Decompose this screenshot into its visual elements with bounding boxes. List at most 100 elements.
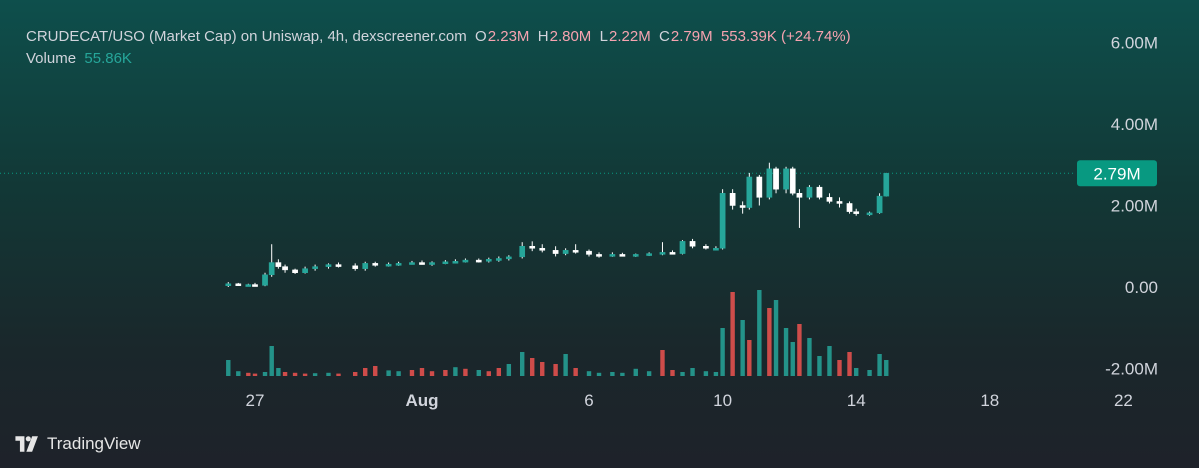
- x-tick-label-2: 6: [584, 391, 593, 410]
- candle-0: [225, 282, 232, 287]
- candle-58: [826, 193, 833, 204]
- candle-52: [773, 166, 779, 194]
- volume-bar-11: [326, 372, 331, 376]
- candle-56: [806, 185, 813, 200]
- volume-bar-16: [386, 370, 391, 376]
- change-value: 553.39K (+24.74%): [720, 28, 851, 45]
- candle-30: [539, 244, 546, 253]
- volume-bar-17: [396, 371, 401, 376]
- volume-bar-18: [409, 370, 415, 376]
- candle-55: [796, 189, 803, 228]
- candle-22: [452, 259, 459, 264]
- candle-12: [335, 262, 342, 268]
- volume-bar-7: [282, 372, 288, 376]
- volume-bar-15: [373, 366, 378, 376]
- candle-2: [245, 283, 252, 287]
- volume-bar-25: [486, 371, 491, 376]
- volume-bar-8: [292, 372, 298, 376]
- y-tick-label-3: 0.00: [1125, 278, 1158, 297]
- candle-14: [362, 261, 369, 271]
- candle-53: [783, 166, 789, 194]
- candle-40: [659, 242, 666, 256]
- chart-legend: CRUDECAT/USO (Market Cap) on Uniswap, 4h…: [26, 26, 851, 70]
- candle-23: [462, 258, 469, 263]
- candle-50: [756, 174, 763, 206]
- candle-3: [252, 282, 258, 287]
- candle-47: [729, 189, 736, 210]
- candle-38: [632, 253, 639, 257]
- candle-11: [325, 263, 332, 269]
- volume-bar-46: [720, 328, 725, 376]
- candle-21: [442, 260, 449, 265]
- candle-19: [419, 260, 425, 265]
- volume-bar-14: [363, 368, 368, 376]
- candle-15: [372, 261, 379, 267]
- candle-7: [282, 264, 288, 273]
- volume-bar-26: [496, 368, 502, 376]
- volume-bar-30: [540, 362, 545, 376]
- candle-59: [836, 197, 843, 208]
- volume-bar-53: [783, 328, 789, 376]
- candle-63: [876, 193, 883, 214]
- volume-bar-55: [797, 324, 802, 376]
- candle-29: [529, 241, 536, 252]
- close-label: C: [659, 28, 670, 45]
- candle-36: [609, 252, 616, 257]
- candle-43: [689, 238, 696, 249]
- candle-4: [262, 272, 268, 287]
- low-label: L: [599, 28, 608, 45]
- candle-57: [816, 185, 823, 200]
- volume-bar-24: [476, 370, 481, 376]
- candle-6: [275, 259, 282, 269]
- last-price-badge: 2.79M: [1077, 160, 1157, 187]
- volume-bar-13: [353, 372, 358, 376]
- high-value: 2.80M: [549, 28, 592, 45]
- volume-bar-31: [553, 364, 558, 376]
- candle-28: [519, 242, 526, 259]
- x-tick-label-4: 14: [847, 391, 866, 410]
- volume-bar-19: [419, 368, 425, 376]
- tradingview-logo-icon: [15, 436, 38, 452]
- candle-26: [495, 256, 502, 262]
- candle-41: [669, 250, 676, 255]
- volume-bar-12: [336, 373, 341, 376]
- low-value: 2.22M: [609, 28, 651, 45]
- candle-5: [268, 244, 275, 277]
- open-value: 2.23M: [487, 28, 530, 45]
- legend-title: CRUDECAT/USO (Market Cap) on Uniswap, 4h…: [26, 28, 467, 45]
- volume-bar-34: [586, 371, 592, 376]
- candle-39: [646, 252, 652, 257]
- y-tick-label-0: 6.00M: [1111, 34, 1158, 53]
- close-value: 2.79M: [670, 28, 713, 45]
- x-tick-label-1: Aug: [405, 391, 438, 410]
- candle-35: [596, 252, 602, 258]
- volume-bar-64: [884, 360, 889, 376]
- volume-bar-38: [633, 368, 638, 376]
- candle-37: [619, 252, 626, 257]
- volume-bar-45: [713, 372, 719, 376]
- volume-bar-23: [463, 368, 468, 376]
- volume-bar-41: [670, 370, 675, 376]
- candle-27: [505, 255, 512, 261]
- volume-bar-35: [596, 372, 602, 376]
- volume-bar-43: [690, 368, 695, 376]
- candle-17: [395, 261, 402, 266]
- volume-bar-4: [262, 372, 268, 376]
- candle-60: [846, 201, 853, 214]
- candle-1: [235, 282, 242, 286]
- volume-bar-60: [847, 352, 852, 376]
- open-label: O: [475, 28, 487, 45]
- y-tick-label-4: -2.00M: [1105, 360, 1158, 379]
- volume-value: 55.86K: [84, 50, 132, 67]
- volume-bar-59: [837, 360, 842, 376]
- volume-bar-63: [877, 354, 882, 376]
- tradingview-brand[interactable]: TradingView: [13, 432, 141, 456]
- volume-bar-61: [854, 368, 859, 376]
- volume-bar-57: [817, 356, 822, 376]
- volume-bar-27: [506, 364, 512, 376]
- volume-bar-50: [757, 290, 762, 376]
- y-tick-label-1: 4.00M: [1111, 115, 1158, 134]
- candle-49: [746, 172, 753, 210]
